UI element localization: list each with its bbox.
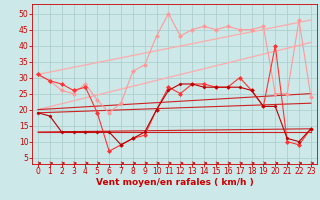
X-axis label: Vent moyen/en rafales ( km/h ): Vent moyen/en rafales ( km/h ) [96, 178, 253, 187]
